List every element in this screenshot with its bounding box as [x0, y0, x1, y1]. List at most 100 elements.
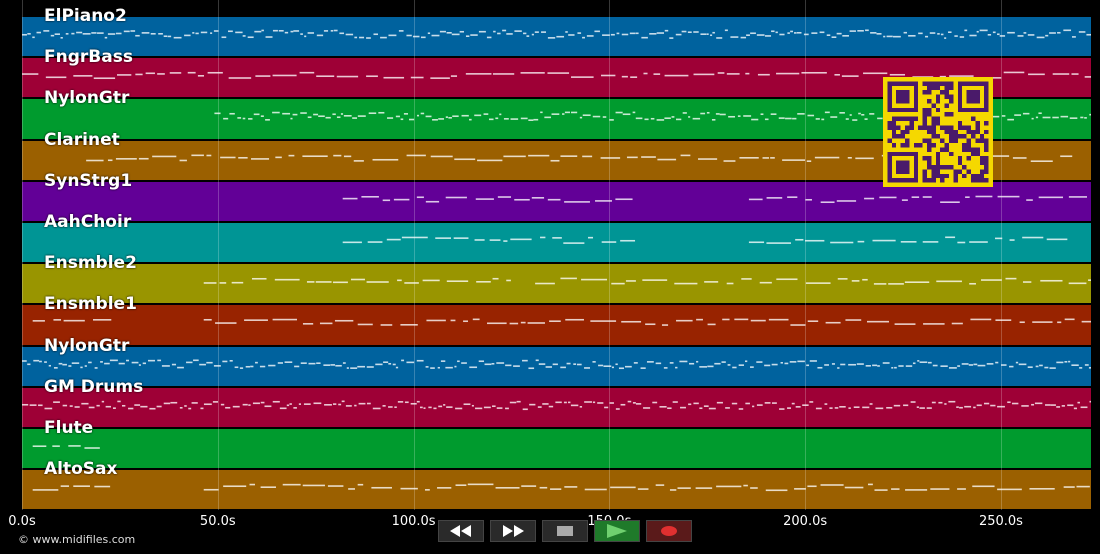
note	[750, 487, 758, 489]
play-button[interactable]	[594, 520, 640, 542]
fast-forward-button[interactable]	[490, 520, 536, 542]
note	[506, 33, 513, 35]
note	[922, 196, 932, 198]
note	[416, 196, 424, 198]
note	[184, 404, 187, 407]
note	[459, 30, 464, 33]
track-lane[interactable]	[22, 16, 1091, 58]
note	[807, 115, 815, 117]
note	[290, 118, 293, 120]
note	[999, 35, 1006, 37]
note	[367, 241, 383, 243]
note	[600, 156, 621, 159]
note	[886, 406, 893, 409]
stop-button[interactable]	[542, 520, 588, 542]
note	[445, 196, 467, 199]
note	[1057, 31, 1061, 34]
note	[465, 73, 492, 75]
note	[797, 360, 805, 362]
note	[604, 406, 609, 409]
track-lane[interactable]	[22, 428, 1091, 470]
tick-label: 0.0s	[8, 514, 36, 529]
note	[330, 363, 336, 366]
note	[764, 364, 771, 366]
note	[420, 36, 426, 39]
note	[53, 319, 62, 322]
note	[618, 367, 625, 369]
rewind-button[interactable]	[438, 520, 484, 542]
note	[540, 236, 546, 239]
note	[179, 406, 183, 409]
track-area[interactable]: ElPiano2 FngrBass NylonGtr Clarinet SynStrg1…	[22, 0, 1091, 511]
note	[115, 157, 137, 160]
track-lane[interactable]	[22, 386, 1091, 428]
note	[80, 366, 83, 368]
note	[957, 364, 961, 367]
note	[824, 363, 829, 366]
note	[29, 404, 37, 406]
track-lane[interactable]	[22, 222, 1091, 264]
track-lane[interactable]	[22, 304, 1091, 346]
track-lane[interactable]	[22, 180, 1091, 222]
note	[675, 366, 678, 369]
note	[853, 406, 860, 408]
gridline	[609, 0, 611, 510]
note	[867, 483, 873, 486]
track-lane[interactable]	[22, 345, 1091, 387]
note	[848, 407, 851, 409]
note	[1031, 118, 1034, 120]
note	[316, 34, 324, 37]
note	[568, 34, 575, 36]
note	[319, 322, 333, 325]
note	[491, 362, 495, 365]
note	[669, 489, 677, 491]
note	[467, 483, 494, 486]
track-lane[interactable]	[22, 469, 1091, 511]
note	[203, 489, 219, 491]
note	[717, 72, 725, 74]
note	[603, 364, 612, 367]
note	[869, 113, 875, 116]
note	[453, 237, 469, 239]
note	[237, 117, 242, 120]
note	[1003, 71, 1025, 74]
note	[620, 239, 636, 242]
note	[472, 318, 480, 321]
note	[534, 31, 539, 33]
note	[454, 158, 476, 160]
note	[394, 406, 397, 408]
note	[109, 359, 118, 361]
note	[483, 406, 491, 409]
track-lane[interactable]	[22, 263, 1091, 305]
note	[195, 32, 199, 35]
note	[1064, 318, 1075, 321]
note	[191, 154, 204, 156]
note	[1067, 404, 1074, 406]
note	[403, 113, 409, 116]
note	[393, 198, 410, 201]
gridline	[805, 0, 807, 510]
note	[965, 196, 970, 198]
note	[655, 484, 665, 487]
note	[412, 35, 420, 38]
note	[54, 33, 61, 35]
note	[222, 360, 228, 362]
note	[272, 400, 280, 403]
note	[849, 114, 852, 117]
note	[964, 29, 968, 32]
note	[141, 32, 150, 34]
record-button[interactable]	[646, 520, 692, 542]
note	[682, 112, 687, 115]
note	[646, 360, 654, 363]
note	[852, 119, 858, 122]
note	[541, 31, 547, 33]
note	[497, 196, 512, 198]
note	[830, 116, 838, 119]
note	[778, 117, 785, 120]
note	[330, 30, 334, 32]
note	[582, 36, 586, 39]
note	[805, 282, 831, 285]
note	[400, 488, 418, 490]
note	[313, 114, 319, 116]
note	[307, 32, 315, 34]
